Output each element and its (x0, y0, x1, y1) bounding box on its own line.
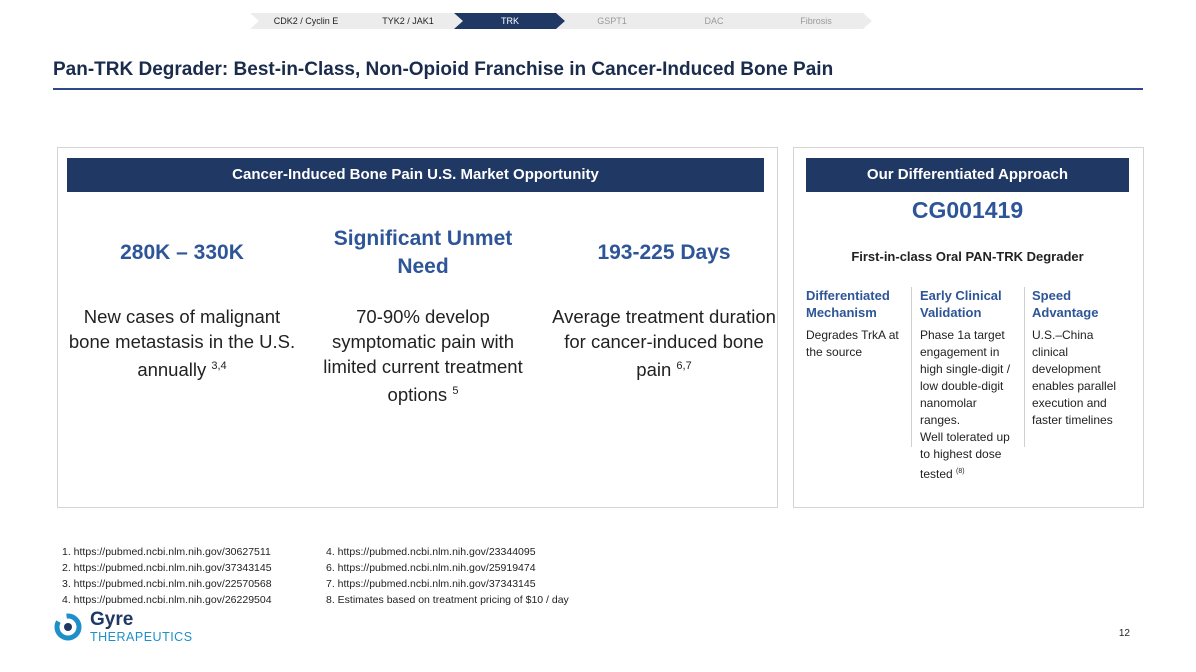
column-separator (911, 287, 912, 447)
market-heading: Significant Unmet Need (333, 227, 513, 278)
footnote-ref: 3,4 (211, 360, 227, 372)
nav-step: TRK (454, 13, 566, 29)
approach-column: Early Clinical Validation Phase 1a target… (920, 287, 1020, 483)
column-separator (1024, 287, 1025, 447)
nav-step: CDK2 / Cyclin E (250, 13, 362, 29)
approach-panel (793, 147, 1144, 508)
approach-header: Our Differentiated Approach (806, 158, 1129, 192)
market-column: 280K – 330K New cases of malignant bone m… (67, 222, 297, 382)
market-body: New cases of malignant bone metastasis i… (68, 306, 296, 381)
approach-text: Well tolerated up to highest dose tested… (920, 430, 1010, 481)
nav-step: DAC (658, 13, 770, 29)
reference: 4. https://pubmed.ncbi.nlm.nih.gov/23344… (326, 546, 536, 558)
market-column: Significant Unmet Need 70-90% develop sym… (308, 222, 538, 407)
title-rule (53, 88, 1143, 90)
approach-heading: Speed Advantage (1032, 288, 1099, 320)
footnote-ref: 5 (452, 385, 459, 397)
approach-heading: Differentiated Mechanism (806, 288, 890, 320)
logo-name: Gyre (90, 609, 134, 630)
product-subtitle: First-in-class Oral PAN-TRK Degrader (851, 249, 1084, 264)
logo-icon (54, 613, 82, 641)
approach-text: Phase 1a target engagement in high singl… (920, 328, 1011, 427)
market-text: 70-90% develop symptomatic pain with lim… (308, 304, 538, 407)
market-heading: 280K – 330K (120, 241, 244, 264)
market-body: 70-90% develop symptomatic pain with lim… (323, 306, 523, 406)
footnote-ref: 6,7 (676, 360, 692, 372)
approach-text: U.S.–China clinical development enables … (1032, 328, 1117, 427)
slide-title: Pan-TRK Degrader: Best-in-Class, Non-Opi… (53, 59, 834, 80)
nav-step: TYK2 / JAK1 (352, 13, 464, 29)
nav-step: Fibrosis (760, 13, 872, 29)
market-text: New cases of malignant bone metastasis i… (67, 304, 297, 382)
market-column: 193-225 Days Average treatment duration f… (549, 222, 779, 382)
nav-step: GSPT1 (556, 13, 668, 29)
reference: 4. https://pubmed.ncbi.nlm.nih.gov/26229… (62, 594, 272, 606)
market-body: Average treatment duration for cancer-in… (552, 306, 776, 381)
reference: 6. https://pubmed.ncbi.nlm.nih.gov/25919… (326, 562, 536, 574)
market-header: Cancer-Induced Bone Pain U.S. Market Opp… (67, 158, 764, 192)
market-panel (57, 147, 778, 508)
product-name: CG001419 (911, 197, 1024, 223)
reference: 8. Estimates based on treatment pricing … (326, 594, 569, 606)
reference: 1. https://pubmed.ncbi.nlm.nih.gov/30627… (62, 546, 271, 558)
page-number: 12 (1118, 628, 1130, 639)
market-heading: 193-225 Days (597, 241, 731, 264)
logo-subtitle: THERAPEUTICS (90, 630, 193, 644)
approach-heading: Early Clinical Validation (920, 288, 1002, 320)
approach-column: Speed Advantage U.S.–China clinical devel… (1032, 287, 1132, 429)
reference: 3. https://pubmed.ncbi.nlm.nih.gov/22570… (62, 578, 272, 590)
reference: 7. https://pubmed.ncbi.nlm.nih.gov/37343… (326, 578, 536, 590)
market-text: Average treatment duration for cancer-in… (549, 304, 779, 382)
approach-column: Differentiated Mechanism Degrades TrkA at… (806, 287, 906, 361)
reference: 2. https://pubmed.ncbi.nlm.nih.gov/37343… (62, 562, 272, 574)
footnote-ref: (8) (956, 468, 965, 475)
approach-text: Degrades TrkA at the source (806, 328, 899, 359)
